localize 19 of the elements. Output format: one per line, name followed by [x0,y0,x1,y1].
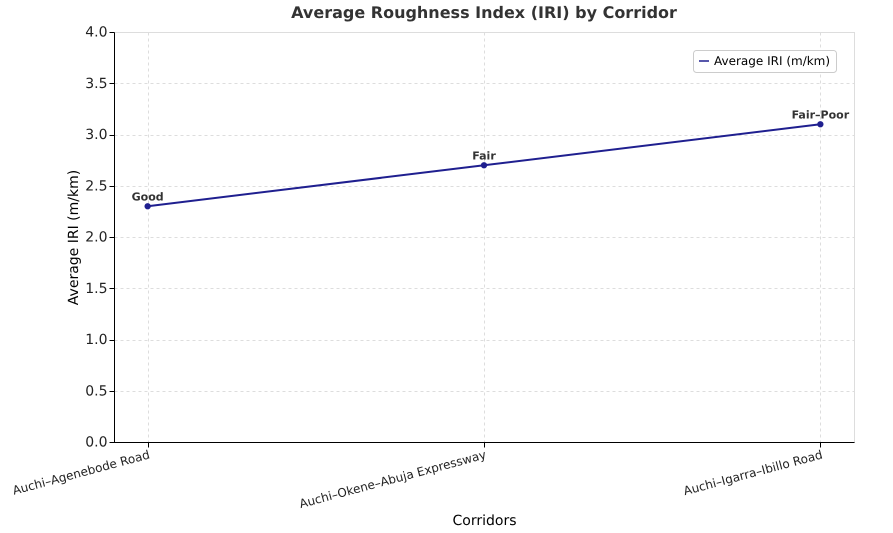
y-tick-label: 0.0 [85,434,108,450]
point [817,121,824,128]
chart-title: Average Roughness Index (IRI) by Corridor [291,3,678,22]
y-tick-label: 2.5 [85,178,108,194]
y-tick-label: 0.5 [85,383,108,400]
y-axis-title: Average IRI (m/km) [66,170,82,306]
legend-label: Average IRI (m/km) [714,54,830,68]
point [144,203,151,210]
y-tick-label: 3.5 [85,76,108,92]
y-tick-label: 3.0 [85,127,108,143]
y-tick-label: 1.0 [85,332,108,348]
point [480,162,488,168]
annotation: Fair–Poor [792,108,850,122]
y-tick-label: 2.0 [85,230,108,246]
annotation: Good [132,190,164,204]
x-axis-title: Corridors [452,513,516,530]
y-tick-label: 1.5 [85,280,108,297]
y-tick-label: 4.0 [85,24,108,40]
annotation: Fair [472,149,496,162]
